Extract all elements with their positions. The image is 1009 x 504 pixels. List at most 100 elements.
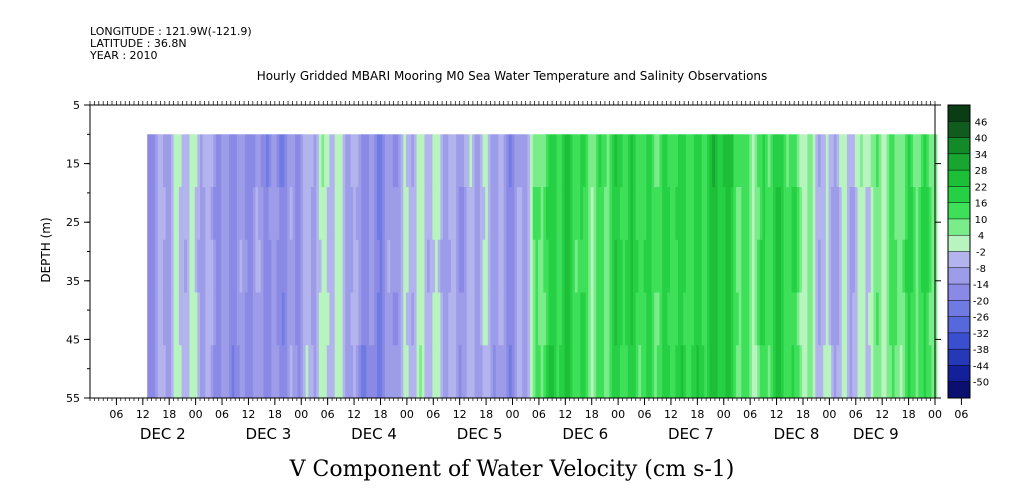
heatmap-cell — [915, 187, 919, 241]
heatmap-cell — [862, 292, 867, 346]
heatmap-cell — [379, 187, 383, 241]
x-tick-label: 00 — [928, 408, 942, 421]
heatmap-cell — [329, 345, 333, 399]
heatmap-cell — [215, 345, 220, 399]
heatmap-cell — [516, 292, 521, 346]
heatmap-cell — [796, 345, 801, 399]
heatmap-cell — [876, 134, 880, 188]
heatmap-cell — [920, 187, 925, 241]
heatmap-cell — [841, 187, 845, 241]
heatmap-cell — [313, 239, 317, 294]
heatmap-cell — [910, 187, 914, 241]
heatmap-cell — [281, 134, 286, 188]
heatmap-cell — [445, 239, 449, 294]
heatmap-cell — [910, 345, 914, 399]
colorbar-swatch — [948, 349, 970, 366]
heatmap-cell — [857, 292, 861, 346]
heatmap-cell — [516, 187, 521, 241]
heatmap-cell — [490, 134, 494, 188]
heatmap-cell — [379, 345, 383, 399]
heatmap-cell — [450, 345, 455, 399]
heatmap-cell — [770, 239, 774, 294]
heatmap-cell — [548, 239, 552, 294]
heatmap-cell — [894, 134, 898, 188]
heatmap-cell — [255, 345, 259, 399]
heatmap-cell — [823, 239, 827, 294]
heatmap-cell — [450, 187, 455, 241]
heatmap-cell — [780, 239, 785, 294]
heatmap-cell — [685, 187, 690, 241]
heatmap-cell — [157, 134, 162, 188]
heatmap-cell — [873, 292, 877, 346]
heatmap-cell — [276, 239, 280, 294]
heatmap-cell — [736, 134, 740, 188]
heatmap-cell — [398, 134, 402, 188]
heatmap-cell — [923, 292, 927, 346]
heatmap-cell — [714, 292, 719, 346]
heatmap-cell — [160, 239, 164, 294]
heatmap-cell — [379, 134, 383, 188]
heatmap-cell — [339, 292, 344, 346]
day-label: DEC 3 — [246, 425, 292, 443]
heatmap-cell — [178, 292, 183, 346]
heatmap-cell — [213, 292, 217, 346]
heatmap-cell — [831, 292, 835, 346]
heatmap-cell — [178, 134, 183, 188]
heatmap-cell — [501, 134, 505, 188]
heatmap-cell — [656, 187, 661, 241]
heatmap-cell — [524, 239, 529, 294]
heatmap-cell — [783, 345, 787, 399]
heatmap-cell — [810, 292, 814, 346]
heatmap-cell — [794, 345, 798, 399]
heatmap-cell — [376, 134, 381, 188]
heatmap-cell — [419, 345, 423, 399]
y-tick-label: 45 — [66, 333, 80, 346]
heatmap-cell — [619, 134, 624, 188]
heatmap-cell — [617, 345, 621, 399]
heatmap-cell — [791, 239, 795, 294]
heatmap-cell — [717, 239, 721, 294]
heatmap-cell — [247, 239, 251, 294]
heatmap-cell — [202, 292, 206, 346]
heatmap-cell — [173, 134, 177, 188]
heatmap-cell — [593, 292, 597, 346]
heatmap-cell — [577, 239, 581, 294]
heatmap-cell — [516, 239, 521, 294]
heatmap-cell — [696, 292, 700, 346]
heatmap-cell — [501, 345, 505, 399]
heatmap-cell — [461, 187, 465, 241]
heatmap-cell — [493, 345, 497, 399]
heatmap-cell — [437, 187, 441, 241]
heatmap-cell — [508, 187, 513, 241]
heatmap-cell — [611, 187, 616, 241]
heatmap-cell — [770, 187, 774, 241]
heatmap-cell — [429, 134, 433, 188]
heatmap-cell — [503, 292, 507, 346]
heatmap-cell — [213, 187, 217, 241]
heatmap-cell — [271, 345, 275, 399]
heatmap-cell — [236, 239, 241, 294]
heatmap-cell — [759, 239, 764, 294]
heatmap-cell — [234, 134, 238, 188]
heatmap-cell — [197, 187, 201, 241]
heatmap-cell — [641, 239, 645, 294]
heatmap-cell — [545, 239, 550, 294]
heatmap-cell — [778, 292, 782, 346]
heatmap-cell — [701, 239, 705, 294]
heatmap-cell — [192, 345, 196, 399]
heatmap-cell — [794, 134, 798, 188]
heatmap-cell — [353, 134, 357, 188]
heatmap-cell — [857, 239, 861, 294]
heatmap-cell — [574, 292, 579, 346]
heatmap-cell — [553, 134, 558, 188]
heatmap-cell — [260, 134, 264, 188]
heatmap-cell — [883, 345, 888, 399]
heatmap-cell — [160, 187, 164, 241]
heatmap-cell — [376, 292, 381, 346]
heatmap-cell — [215, 239, 220, 294]
heatmap-cell — [345, 292, 349, 346]
day-label: DEC 6 — [562, 425, 608, 443]
heatmap-cell — [347, 345, 352, 399]
heatmap-cell — [411, 239, 415, 294]
heatmap-cell — [403, 239, 407, 294]
